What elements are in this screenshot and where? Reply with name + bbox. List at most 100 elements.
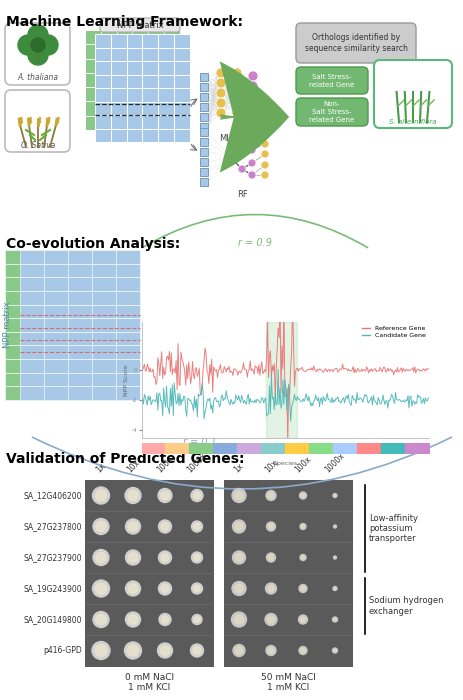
Bar	[148, 87, 164, 101]
FancyBboxPatch shape	[100, 18, 180, 32]
Bar	[158, 88, 174, 102]
Circle shape	[125, 487, 141, 503]
Text: RF: RF	[237, 190, 248, 199]
Text: 10x: 10x	[262, 458, 279, 474]
Text: Orthologs identified by
sequence similarity search: Orthologs identified by sequence similar…	[304, 33, 407, 53]
Circle shape	[300, 524, 305, 529]
Circle shape	[333, 556, 336, 559]
Legend: Reference Gene, Candidate Gene: Reference Gene, Candidate Gene	[359, 323, 427, 341]
Circle shape	[232, 489, 245, 503]
Circle shape	[95, 615, 106, 624]
Bar	[85, 480, 213, 667]
Bar	[132, 30, 148, 44]
Circle shape	[238, 141, 245, 149]
Bar	[174, 34, 189, 48]
Bar	[174, 61, 189, 74]
Bar	[44, 277, 68, 291]
Circle shape	[160, 491, 169, 500]
Bar	[5, 372, 29, 386]
Circle shape	[265, 491, 275, 500]
Bar	[200, 158, 207, 166]
Bar	[44, 264, 68, 277]
Circle shape	[234, 491, 243, 500]
Circle shape	[161, 584, 169, 592]
Circle shape	[300, 554, 305, 561]
Bar	[116, 359, 140, 372]
Bar	[101, 277, 125, 291]
Bar	[200, 148, 207, 156]
Text: 1x: 1x	[94, 461, 107, 474]
Bar	[126, 61, 142, 74]
Circle shape	[158, 520, 171, 533]
Bar	[116, 87, 132, 101]
Bar	[29, 264, 53, 277]
Bar	[200, 93, 207, 101]
Circle shape	[128, 553, 138, 562]
Circle shape	[234, 615, 243, 624]
Bar	[53, 372, 77, 386]
Bar	[101, 372, 125, 386]
Bar	[77, 277, 101, 291]
Circle shape	[235, 523, 242, 531]
Bar	[158, 61, 174, 74]
Bar	[200, 178, 207, 186]
Bar	[92, 318, 116, 332]
Bar	[116, 372, 140, 386]
Bar	[111, 115, 126, 129]
Circle shape	[216, 98, 225, 108]
Bar	[53, 291, 77, 304]
Bar	[101, 291, 125, 304]
Circle shape	[265, 645, 275, 655]
Circle shape	[191, 583, 202, 594]
Text: O. Sativa: O. Sativa	[21, 141, 55, 150]
Bar	[148, 116, 164, 130]
Bar	[111, 88, 126, 102]
Circle shape	[125, 550, 140, 565]
Bar	[44, 304, 68, 318]
Bar	[53, 264, 77, 277]
FancyArrowPatch shape	[142, 214, 367, 248]
Bar	[116, 44, 132, 59]
Bar	[126, 34, 142, 48]
Bar	[164, 87, 180, 101]
Bar	[142, 34, 158, 48]
Circle shape	[95, 645, 107, 657]
Circle shape	[247, 146, 256, 154]
Circle shape	[232, 68, 242, 78]
Bar	[116, 30, 132, 44]
Bar	[29, 332, 53, 346]
Circle shape	[300, 648, 305, 652]
Bar	[92, 386, 116, 400]
Circle shape	[266, 553, 275, 562]
Text: p416-GPD: p416-GPD	[43, 646, 82, 655]
Bar	[20, 304, 44, 318]
Bar	[142, 115, 158, 129]
Text: 100x: 100x	[155, 454, 175, 474]
Bar	[95, 34, 111, 48]
Bar	[158, 102, 174, 115]
Circle shape	[268, 555, 273, 560]
Bar	[92, 291, 116, 304]
Circle shape	[125, 581, 140, 596]
FancyBboxPatch shape	[295, 98, 367, 126]
Bar	[174, 88, 189, 102]
Bar	[111, 74, 126, 88]
Bar	[111, 34, 126, 48]
Circle shape	[300, 587, 305, 591]
Bar	[29, 372, 53, 386]
Bar	[95, 102, 111, 115]
Circle shape	[332, 494, 336, 498]
Bar	[5, 277, 29, 291]
Bar	[116, 304, 140, 318]
Bar	[20, 318, 44, 332]
Bar	[92, 304, 116, 318]
Bar	[53, 304, 77, 318]
Text: MLP: MLP	[219, 134, 236, 143]
Bar	[148, 44, 164, 59]
Circle shape	[92, 487, 109, 504]
Circle shape	[216, 78, 225, 88]
Bar	[68, 359, 92, 372]
Circle shape	[193, 647, 200, 655]
Circle shape	[216, 68, 225, 78]
Bar	[101, 346, 125, 359]
